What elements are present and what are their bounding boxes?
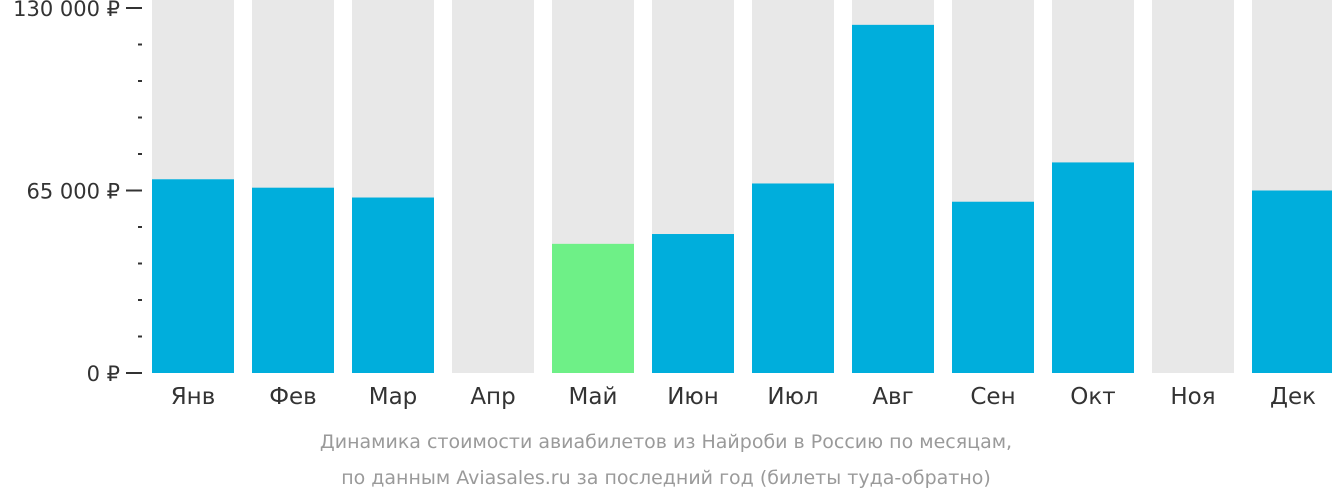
x-tick-label: Июн bbox=[667, 384, 719, 410]
x-tick-label: Июл bbox=[767, 384, 818, 410]
x-tick-label: Май bbox=[569, 384, 618, 410]
bar-1 bbox=[152, 179, 234, 373]
x-tick-label: Фев bbox=[269, 384, 317, 410]
y-axis: 130 000 ₽ 65 000 ₽ 0 ₽ bbox=[13, 0, 142, 386]
bar-10 bbox=[1052, 162, 1134, 373]
x-tick-label: Окт bbox=[1070, 384, 1115, 410]
x-tick-label: Мар bbox=[369, 384, 418, 410]
bar-2 bbox=[252, 187, 334, 373]
y-tick-label: 65 000 ₽ bbox=[26, 180, 120, 204]
x-tick-label: Апр bbox=[470, 384, 515, 410]
x-tick-label: Дек bbox=[1270, 384, 1316, 410]
caption-line-1: Динамика стоимости авиабилетов из Найроб… bbox=[319, 431, 1013, 453]
background-column bbox=[452, 0, 534, 373]
bar-8 bbox=[852, 24, 934, 373]
x-tick-label: Ноя bbox=[1170, 384, 1215, 410]
bar-5 bbox=[552, 243, 634, 373]
bar-7 bbox=[752, 183, 834, 373]
caption-line-2: по данным Aviasales.ru за последний год … bbox=[341, 467, 991, 489]
x-tick-label: Сен bbox=[970, 384, 1015, 410]
bar-6 bbox=[652, 234, 734, 373]
y-tick-label: 130 000 ₽ bbox=[13, 0, 120, 21]
x-tick-label: Авг bbox=[872, 384, 913, 410]
bar-12 bbox=[1252, 190, 1332, 373]
bars bbox=[152, 24, 1332, 373]
bar-3 bbox=[352, 197, 434, 373]
bar-9 bbox=[952, 201, 1034, 373]
x-tick-label: Янв bbox=[171, 384, 216, 410]
background-column bbox=[1152, 0, 1234, 373]
x-axis-labels: Янв Фев Мар Апр Май Июн Июл Авг Сен Окт Ноя Дек bbox=[171, 384, 1316, 410]
y-tick-label: 0 ₽ bbox=[87, 362, 120, 386]
price-bar-chart: 130 000 ₽ 65 000 ₽ 0 ₽ Янв Фев Мар Апр Май Июн И… bbox=[13, 0, 1332, 410]
